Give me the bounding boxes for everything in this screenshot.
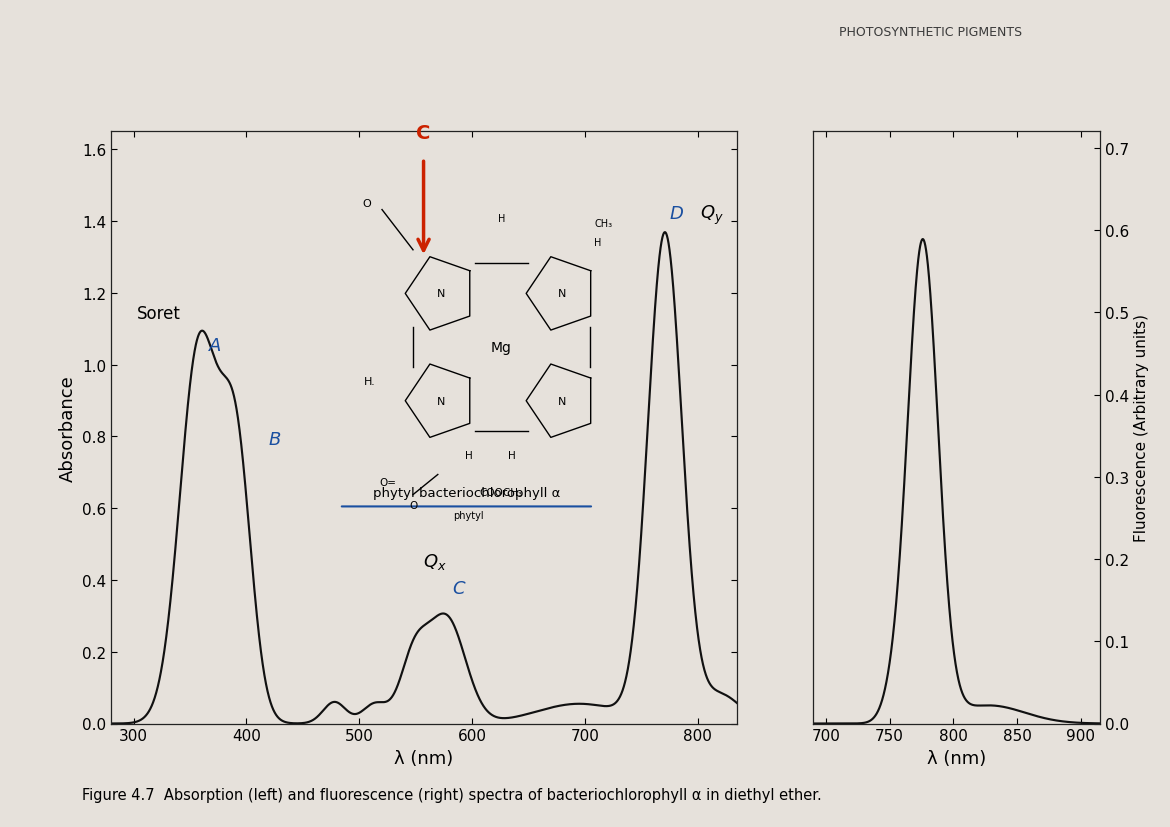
Text: C: C [453,579,464,597]
Text: N: N [436,289,445,299]
Text: H: H [594,237,601,247]
Text: H: H [497,214,505,224]
Text: D: D [669,204,683,222]
Text: Mg: Mg [491,341,511,355]
Text: $Q_y$: $Q_y$ [700,203,724,227]
X-axis label: λ (nm): λ (nm) [394,749,454,767]
Text: O: O [408,500,418,510]
Text: O: O [363,198,371,208]
Text: N: N [558,396,566,406]
Text: N: N [558,289,566,299]
Text: PHOTOSYNTHETIC PIGMENTS: PHOTOSYNTHETIC PIGMENTS [839,26,1021,40]
Text: A: A [208,337,221,355]
Text: COOCH₃: COOCH₃ [480,487,523,497]
Text: phytyl: phytyl [453,510,484,520]
Text: $Q_x$: $Q_x$ [424,551,447,571]
Y-axis label: Fluorescence (Arbitrary units): Fluorescence (Arbitrary units) [1135,314,1149,542]
Text: C: C [417,124,431,143]
Text: CH₃: CH₃ [594,219,613,229]
Text: phytyl bacteriochlorophyll α: phytyl bacteriochlorophyll α [373,486,560,499]
Text: N: N [436,396,445,406]
Y-axis label: Absorbance: Absorbance [58,375,76,481]
Text: B: B [268,430,281,448]
Text: O=: O= [380,477,397,487]
X-axis label: λ (nm): λ (nm) [927,749,986,767]
Text: Soret: Soret [137,304,180,323]
Text: Figure 4.7  Absorption (left) and fluorescence (right) spectra of bacteriochloro: Figure 4.7 Absorption (left) and fluores… [82,787,821,802]
Text: H: H [464,450,473,460]
Text: H: H [508,450,516,460]
Text: H.: H. [364,376,376,386]
